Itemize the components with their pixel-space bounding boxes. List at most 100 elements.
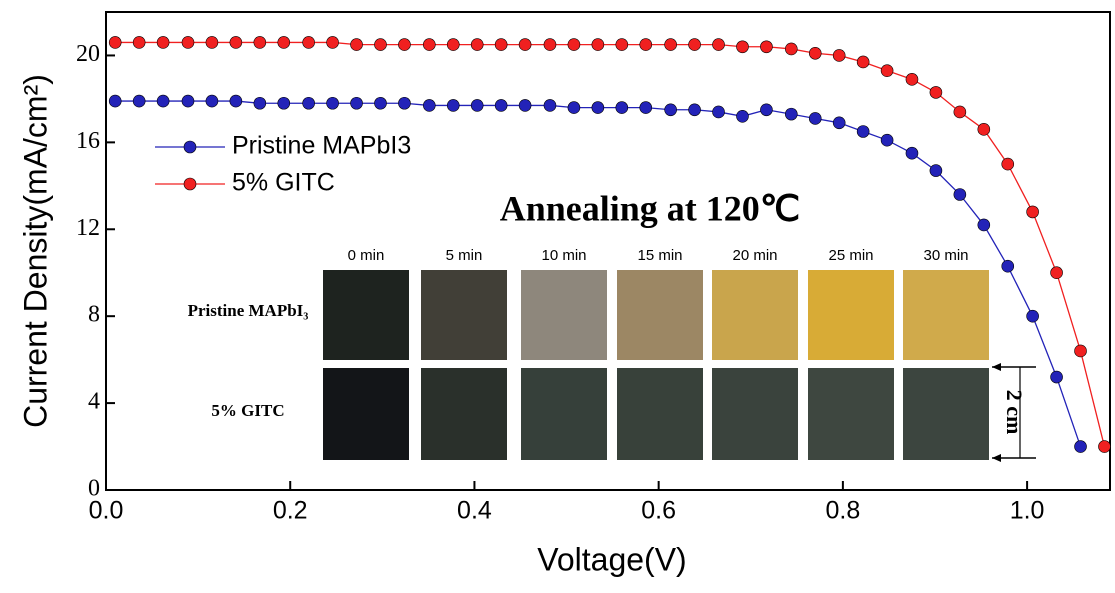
data-point	[350, 38, 363, 51]
data-point	[543, 38, 557, 51]
data-point	[977, 218, 991, 232]
data-point	[205, 94, 219, 108]
data-point	[736, 109, 749, 123]
y-axis-label: Current Density(mA/cm²)	[17, 74, 53, 428]
y-tick-label: 12	[76, 215, 100, 241]
data-point	[494, 99, 508, 112]
x-tick-label: 0.4	[457, 497, 492, 525]
time-label: 15 min	[637, 247, 682, 264]
data-point	[760, 40, 773, 54]
data-point	[277, 36, 291, 49]
data-point	[423, 99, 436, 112]
plot-frame	[105, 11, 1111, 491]
data-point	[156, 36, 170, 49]
data-point	[591, 38, 605, 51]
photo	[617, 270, 703, 360]
data-point	[1026, 309, 1039, 323]
data-point	[277, 96, 291, 110]
time-label: 10 min	[541, 247, 586, 264]
data-point	[664, 103, 677, 117]
photo	[323, 270, 409, 360]
data-point	[784, 42, 798, 56]
data-point	[880, 64, 894, 77]
photo	[421, 270, 507, 360]
data-point	[302, 96, 315, 110]
x-tick-label: 0.0	[89, 497, 124, 525]
time-label: 30 min	[923, 247, 968, 264]
data-point	[132, 94, 146, 108]
data-point	[1026, 205, 1039, 219]
data-point	[374, 96, 387, 110]
data-point	[326, 36, 339, 49]
data-point	[905, 146, 919, 160]
data-point	[543, 99, 557, 112]
data-point	[808, 112, 822, 125]
row-label: 5% GITC	[211, 401, 284, 420]
data-point	[229, 36, 243, 49]
y-tick-label: 20	[76, 41, 100, 67]
photo	[712, 368, 798, 460]
photo	[903, 270, 989, 360]
data-point	[832, 49, 846, 62]
data-point	[712, 105, 725, 119]
data-point	[856, 55, 870, 69]
legend-label: 5% GITC	[232, 169, 335, 197]
data-point	[929, 86, 943, 99]
photo	[323, 368, 409, 460]
data-point	[905, 73, 919, 86]
data-point	[688, 103, 701, 117]
arrow-head	[992, 454, 1001, 462]
data-point	[470, 99, 484, 112]
time-label: 5 min	[446, 247, 483, 264]
photo	[808, 270, 894, 360]
y-tick-label: 8	[88, 302, 100, 328]
data-point	[591, 101, 605, 114]
photo	[712, 270, 798, 360]
photo	[903, 368, 989, 460]
data-point	[832, 116, 846, 130]
arrow-head	[992, 363, 1001, 371]
data-point	[470, 38, 484, 51]
photo	[521, 368, 607, 460]
data-point	[1001, 157, 1015, 171]
y-tick-label: 4	[88, 389, 100, 415]
photo	[808, 368, 894, 460]
data-point	[615, 101, 629, 114]
x-tick-label: 1.0	[1010, 497, 1045, 525]
data-point	[1050, 266, 1063, 280]
data-point	[639, 38, 653, 51]
data-point	[1050, 370, 1063, 384]
x-tick-label: 0.6	[641, 497, 676, 525]
legend-marker	[183, 177, 197, 191]
data-point	[181, 94, 195, 108]
data-point	[1001, 259, 1015, 273]
data-point	[664, 38, 677, 51]
data-point	[398, 38, 411, 51]
data-point	[808, 46, 822, 60]
y-tick-label: 0	[88, 476, 100, 502]
photo	[521, 270, 607, 360]
scale-label: 2 cm	[1002, 390, 1027, 435]
data-point	[205, 36, 219, 49]
data-point	[253, 36, 267, 49]
data-point	[736, 40, 749, 54]
time-label: 20 min	[732, 247, 777, 264]
data-point	[446, 38, 460, 51]
x-axis-label: Voltage(V)	[537, 541, 686, 577]
data-point	[1074, 440, 1087, 453]
photo	[421, 368, 507, 460]
time-label: 25 min	[828, 247, 873, 264]
data-point	[302, 36, 315, 49]
data-point	[108, 36, 122, 49]
data-point	[953, 188, 967, 201]
data-point	[567, 38, 581, 51]
data-point	[712, 38, 725, 51]
data-point	[229, 94, 243, 108]
data-point	[688, 38, 701, 51]
data-point	[929, 164, 943, 177]
data-point	[518, 99, 532, 112]
y-tick-label: 16	[76, 128, 100, 154]
data-point	[953, 105, 967, 119]
data-point	[253, 96, 267, 110]
